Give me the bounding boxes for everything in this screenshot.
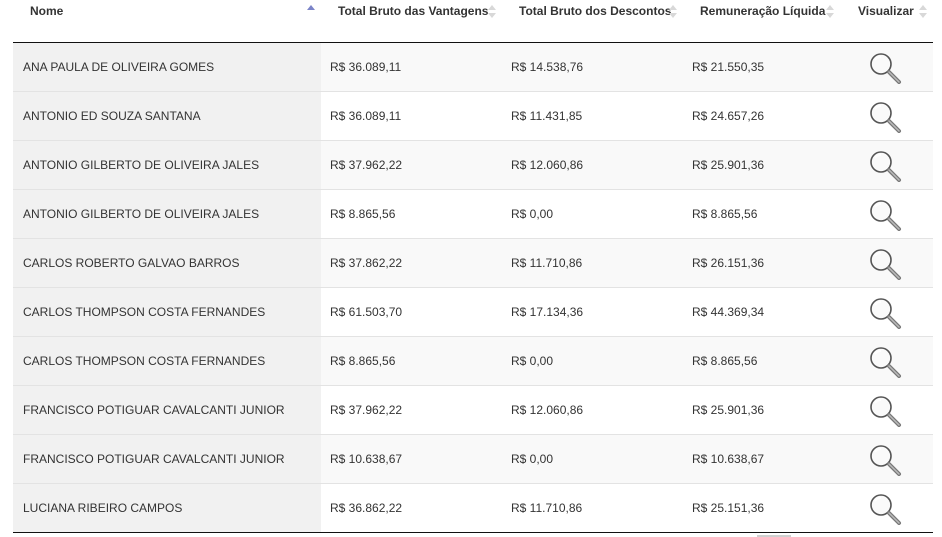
cell-nome: CARLOS ROBERTO GALVAO BARROS bbox=[13, 239, 321, 287]
table-row: ANTONIO GILBERTO DE OLIVEIRA JALES R$ 37… bbox=[13, 141, 933, 190]
cell-liquida: R$ 24.657,26 bbox=[692, 109, 765, 123]
salary-table: Nome Total Bruto das Vantagens Total Bru… bbox=[13, 0, 933, 533]
cell-nome: FRANCISCO POTIGUAR CAVALCANTI JUNIOR bbox=[13, 386, 321, 434]
cell-descontos: R$ 11.710,86 bbox=[511, 256, 583, 270]
cell-liquida: R$ 10.638,67 bbox=[692, 452, 765, 466]
header-liquida[interactable]: Remuneração Líquida bbox=[700, 4, 826, 18]
cell-liquida: R$ 25.901,36 bbox=[692, 158, 765, 172]
magnifier-icon[interactable] bbox=[868, 101, 902, 133]
header-descontos[interactable]: Total Bruto dos Descontos bbox=[519, 4, 672, 18]
magnifier-icon[interactable] bbox=[868, 493, 902, 525]
cell-liquida: R$ 8.865,56 bbox=[692, 207, 758, 221]
table-row: FRANCISCO POTIGUAR CAVALCANTI JUNIOR R$ … bbox=[13, 386, 933, 435]
table-row: FRANCISCO POTIGUAR CAVALCANTI JUNIOR R$ … bbox=[13, 435, 933, 484]
cell-descontos: R$ 0,00 bbox=[511, 354, 554, 368]
cell-nome: ANTONIO GILBERTO DE OLIVEIRA JALES bbox=[13, 141, 321, 189]
cell-liquida: R$ 8.865,56 bbox=[692, 354, 758, 368]
header-vantagens[interactable]: Total Bruto das Vantagens bbox=[338, 4, 489, 18]
magnifier-icon[interactable] bbox=[868, 199, 902, 231]
table-row: ANTONIO GILBERTO DE OLIVEIRA JALES R$ 8.… bbox=[13, 190, 933, 239]
sort-icon[interactable] bbox=[826, 5, 834, 19]
cell-vantagens: R$ 36.089,11 bbox=[330, 109, 402, 123]
magnifier-icon[interactable] bbox=[868, 150, 902, 182]
cell-nome: LUCIANA RIBEIRO CAMPOS bbox=[13, 484, 321, 532]
cell-nome: ANTONIO GILBERTO DE OLIVEIRA JALES bbox=[13, 190, 321, 238]
cell-nome: ANA PAULA DE OLIVEIRA GOMES bbox=[13, 43, 321, 91]
cell-descontos: R$ 14.538,76 bbox=[511, 60, 584, 74]
table-row: CARLOS ROBERTO GALVAO BARROS R$ 37.862,2… bbox=[13, 239, 933, 288]
cell-liquida: R$ 25.901,36 bbox=[692, 403, 765, 417]
table-header: Nome Total Bruto das Vantagens Total Bru… bbox=[13, 0, 933, 43]
magnifier-icon[interactable] bbox=[868, 52, 902, 84]
magnifier-icon[interactable] bbox=[868, 444, 902, 476]
cell-nome: FRANCISCO POTIGUAR CAVALCANTI JUNIOR bbox=[13, 435, 321, 483]
cell-vantagens: R$ 36.862,22 bbox=[330, 501, 403, 515]
cell-liquida: R$ 26.151,36 bbox=[692, 256, 765, 270]
table-row: ANTONIO ED SOUZA SANTANA R$ 36.089,11 R$… bbox=[13, 92, 933, 141]
cell-descontos: R$ 11.431,85 bbox=[511, 109, 583, 123]
cell-descontos: R$ 0,00 bbox=[511, 207, 554, 221]
header-nome[interactable]: Nome bbox=[30, 4, 64, 18]
table-row: CARLOS THOMPSON COSTA FERNANDES R$ 61.50… bbox=[13, 288, 933, 337]
pagination-edge bbox=[757, 535, 791, 537]
cell-vantagens: R$ 10.638,67 bbox=[330, 452, 403, 466]
cell-vantagens: R$ 8.865,56 bbox=[330, 207, 396, 221]
header-visualizar[interactable]: Visualizar bbox=[858, 4, 914, 18]
cell-vantagens: R$ 36.089,11 bbox=[330, 60, 402, 74]
cell-descontos: R$ 0,00 bbox=[511, 452, 554, 466]
table-row: ANA PAULA DE OLIVEIRA GOMES R$ 36.089,11… bbox=[13, 43, 933, 92]
sort-ascending-icon[interactable] bbox=[307, 5, 315, 19]
cell-descontos: R$ 12.060,86 bbox=[511, 158, 584, 172]
cell-nome: CARLOS THOMPSON COSTA FERNANDES bbox=[13, 337, 321, 385]
magnifier-icon[interactable] bbox=[868, 395, 902, 427]
magnifier-icon[interactable] bbox=[868, 297, 902, 329]
cell-vantagens: R$ 37.862,22 bbox=[330, 256, 403, 270]
cell-nome: ANTONIO ED SOUZA SANTANA bbox=[13, 92, 321, 140]
sort-icon[interactable] bbox=[488, 5, 496, 19]
cell-descontos: R$ 17.134,36 bbox=[511, 305, 584, 319]
cell-liquida: R$ 25.151,36 bbox=[692, 501, 765, 515]
cell-vantagens: R$ 61.503,70 bbox=[330, 305, 403, 319]
cell-liquida: R$ 44.369,34 bbox=[692, 305, 765, 319]
cell-descontos: R$ 11.710,86 bbox=[511, 501, 583, 515]
table-body: ANA PAULA DE OLIVEIRA GOMES R$ 36.089,11… bbox=[13, 43, 933, 533]
cell-vantagens: R$ 37.962,22 bbox=[330, 403, 403, 417]
sort-icon[interactable] bbox=[919, 5, 927, 19]
table-row: CARLOS THOMPSON COSTA FERNANDES R$ 8.865… bbox=[13, 337, 933, 386]
cell-liquida: R$ 21.550,35 bbox=[692, 60, 765, 74]
cell-nome: CARLOS THOMPSON COSTA FERNANDES bbox=[13, 288, 321, 336]
magnifier-icon[interactable] bbox=[868, 248, 902, 280]
sort-icon[interactable] bbox=[669, 5, 677, 19]
magnifier-icon[interactable] bbox=[868, 346, 902, 378]
cell-descontos: R$ 12.060,86 bbox=[511, 403, 584, 417]
cell-vantagens: R$ 37.962,22 bbox=[330, 158, 403, 172]
table-row: LUCIANA RIBEIRO CAMPOS R$ 36.862,22 R$ 1… bbox=[13, 484, 933, 533]
cell-vantagens: R$ 8.865,56 bbox=[330, 354, 396, 368]
